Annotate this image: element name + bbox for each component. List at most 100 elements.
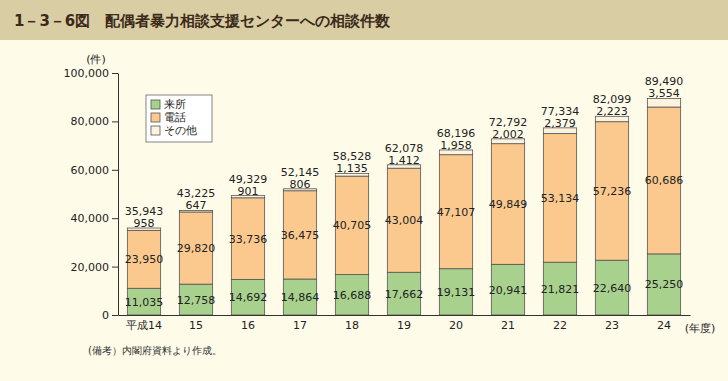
x-tick-label: 19 — [397, 319, 411, 332]
x-tick: 15 — [189, 319, 203, 332]
y-tick-label: 20,000 — [71, 261, 110, 274]
y-axis-line — [118, 74, 119, 316]
legend-label: 電話 — [164, 111, 186, 124]
data-label: 12,758 — [177, 294, 216, 307]
data-label: 40,705 — [333, 219, 372, 232]
x-tick-label: 17 — [293, 319, 307, 332]
x-tick: 22 — [553, 319, 567, 332]
x-axis-line — [119, 315, 691, 316]
total-label: 52,145 — [281, 166, 320, 179]
data-label: 36,475 — [281, 229, 320, 242]
legend: 来所電話その他 — [146, 95, 212, 142]
x-tick: 16 — [241, 319, 255, 332]
x-tick-label: 18 — [345, 319, 359, 332]
data-label: 2,223 — [596, 105, 628, 118]
y-tick: 40,000 — [71, 212, 119, 225]
data-label: 29,820 — [177, 242, 216, 255]
x-tick-label: 21 — [501, 319, 515, 332]
x-tick: 17 — [293, 319, 307, 332]
data-label: 57,236 — [593, 185, 632, 198]
x-tick: 21 — [501, 319, 515, 332]
y-tick-label: 0 — [102, 309, 109, 322]
data-label: 1,412 — [388, 154, 420, 167]
data-label: 3,554 — [648, 87, 680, 100]
y-tick-mark — [112, 267, 118, 268]
data-label: 20,941 — [489, 284, 528, 297]
data-label: 901 — [238, 185, 259, 198]
data-label: 53,134 — [541, 192, 580, 205]
y-tick-mark — [112, 73, 118, 74]
x-tick-label: 15 — [189, 319, 203, 332]
total-label: 77,334 — [541, 105, 580, 118]
y-tick-label: 40,000 — [71, 212, 110, 225]
y-tick: 80,000 — [71, 115, 119, 128]
y-tick-label: 60,000 — [71, 164, 110, 177]
x-axis: 平成14 15 16 17 18 19 20 21 22 23 24 — [119, 316, 691, 332]
data-label: 49,849 — [489, 198, 528, 211]
data-label: 2,379 — [544, 117, 576, 130]
x-tick-label: 24 — [657, 319, 671, 332]
data-label: 22,640 — [593, 282, 632, 295]
legend-box — [146, 95, 212, 142]
data-label: 25,250 — [645, 278, 684, 291]
total-label: 89,490 — [645, 75, 684, 88]
x-tick: 24 — [657, 319, 671, 332]
data-label: 1,135 — [336, 162, 368, 175]
data-label: 958 — [134, 217, 155, 230]
y-axis: 0 20,000 40,000 60,000 80,000 100,000 — [64, 67, 119, 322]
note: (備考）内閣府資料より作成。 — [88, 345, 222, 356]
y-tick-mark — [112, 218, 118, 219]
legend-swatch — [151, 100, 160, 109]
total-label: 68,196 — [437, 127, 476, 140]
total-label: 82,099 — [593, 93, 632, 106]
data-label: 11,035 — [125, 296, 164, 309]
data-label: 23,950 — [125, 253, 164, 266]
x-tick-label: 16 — [241, 319, 255, 332]
data-label: 647 — [186, 199, 207, 212]
total-label: 49,329 — [229, 173, 268, 186]
data-label: 16,688 — [333, 289, 372, 302]
data-label: 19,131 — [437, 286, 476, 299]
x-tick-label: 23 — [605, 319, 619, 332]
data-labels: 11,03512,75814,69214,86416,68817,66219,1… — [125, 75, 684, 308]
x-tick: 19 — [397, 319, 411, 332]
total-label: 72,792 — [489, 116, 528, 129]
data-label: 806 — [290, 178, 311, 191]
data-label: 1,958 — [440, 139, 472, 152]
y-tick: 20,000 — [71, 261, 119, 274]
chart: 1－3－6図 配偶者暴力相談支援センターへの相談件数 11,035 12,758 14… — [0, 0, 728, 381]
data-label: 21,821 — [541, 283, 580, 296]
x-tick-label: 平成14 — [126, 319, 162, 332]
x-tick-label: 22 — [553, 319, 567, 332]
legend-label: 来所 — [164, 98, 186, 111]
legend-label: その他 — [164, 124, 197, 137]
y-axis-title: (件) — [86, 53, 106, 66]
y-tick-mark — [112, 315, 118, 316]
legend-swatch — [151, 126, 160, 135]
title: 1－3－6図 配偶者暴力相談支援センターへの相談件数 — [14, 12, 391, 30]
title-bar — [0, 0, 728, 40]
legend-swatch — [151, 113, 160, 122]
y-tick-mark — [112, 121, 118, 122]
data-label: 14,864 — [281, 291, 320, 304]
data-label: 17,662 — [385, 288, 424, 301]
y-tick-label: 80,000 — [71, 115, 110, 128]
x-axis-title: (年度) — [685, 322, 716, 335]
data-label: 47,107 — [437, 206, 476, 219]
total-label: 58,528 — [333, 150, 372, 163]
data-label: 2,002 — [492, 128, 524, 141]
total-label: 62,078 — [385, 142, 424, 155]
data-label: 43,004 — [385, 214, 424, 227]
total-label: 35,943 — [125, 205, 164, 218]
y-tick-mark — [112, 170, 118, 171]
y-tick-label: 100,000 — [64, 67, 110, 80]
y-tick: 100,000 — [64, 67, 119, 80]
total-label: 43,225 — [177, 187, 216, 200]
data-label: 60,686 — [645, 174, 684, 187]
y-tick: 60,000 — [71, 164, 119, 177]
data-label: 33,736 — [229, 233, 268, 246]
x-tick: 23 — [605, 319, 619, 332]
x-tick-label: 20 — [449, 319, 463, 332]
x-tick: 20 — [449, 319, 463, 332]
x-tick: 18 — [345, 319, 359, 332]
